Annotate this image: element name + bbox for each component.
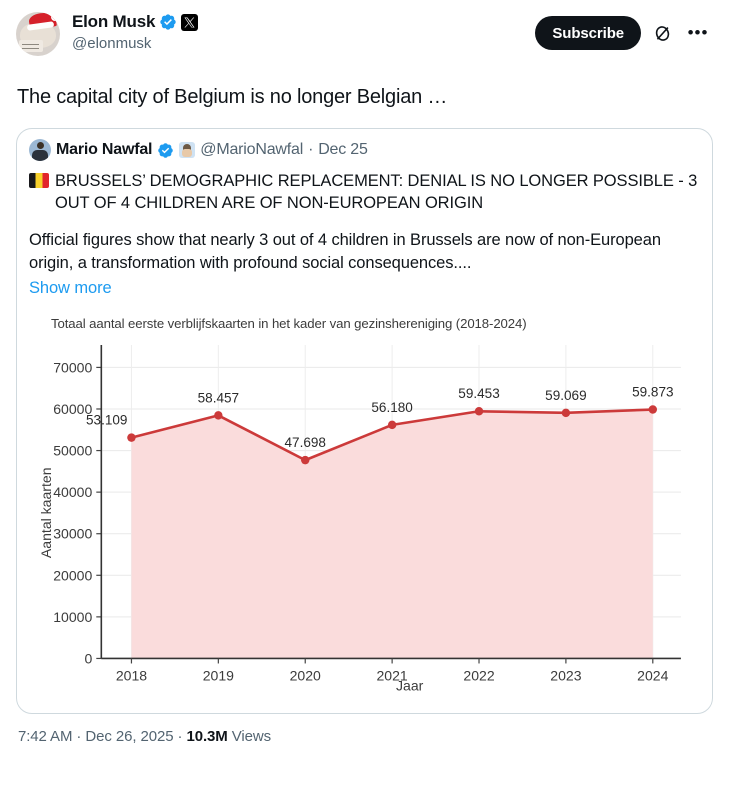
footer-date: Dec 26, 2025 xyxy=(85,727,174,745)
quoted-body-text: Official figures show that nearly 3 out … xyxy=(29,231,661,272)
svg-text:20000: 20000 xyxy=(53,567,92,583)
tweet-text: The capital city of Belgium is no longer… xyxy=(17,86,448,108)
author-nameline: Elon Musk xyxy=(72,11,535,33)
svg-text:40000: 40000 xyxy=(53,484,92,500)
svg-text:59.069: 59.069 xyxy=(545,388,586,403)
belgium-flag-icon xyxy=(29,173,49,188)
quoted-separator: · xyxy=(308,141,314,158)
chart-x-axis: 2018 2019 2020 2021 2022 2023 2024 xyxy=(101,657,681,684)
author-display-name[interactable]: Elon Musk xyxy=(72,12,156,31)
verified-badge-icon xyxy=(158,142,174,158)
svg-text:2022: 2022 xyxy=(463,668,494,684)
chart-area-fill xyxy=(131,409,653,659)
avatar-emoji-badge-icon xyxy=(179,142,196,158)
santa-hat-pom-icon xyxy=(51,13,59,21)
quoted-avatar[interactable] xyxy=(29,139,51,161)
svg-text:2023: 2023 xyxy=(550,668,581,684)
tweet-footer: 7:42 AM · Dec 26, 2025 · 10.3M Views xyxy=(18,728,713,745)
chart-point-labels: 53.109 58.457 47.698 56.180 59.453 59.069 59.8… xyxy=(86,384,674,450)
chart-title: Totaal aantal eerste verblijfskaarten in… xyxy=(51,316,527,331)
author-handle[interactable]: @elonmusk xyxy=(72,35,152,52)
more-options-icon[interactable]: ••• xyxy=(683,18,713,48)
svg-text:2019: 2019 xyxy=(203,668,234,684)
svg-text:50000: 50000 xyxy=(53,443,92,459)
svg-text:53.109: 53.109 xyxy=(86,413,127,428)
quoted-headline: BRUSSELS’ DEMOGRAPHIC REPLACEMENT: DENIA… xyxy=(29,170,700,214)
svg-text:2020: 2020 xyxy=(290,668,321,684)
quoted-avatar-head-shape xyxy=(37,142,44,149)
tweet-header: Elon Musk @elonmusk Subscribe •• xyxy=(16,10,713,68)
chart-y-axis: 0 10000 20000 30000 40000 50000 60000 70000 xyxy=(53,345,103,666)
footer-time: 7:42 AM xyxy=(18,727,73,745)
quoted-headline-text: BRUSSELS’ DEMOGRAPHIC REPLACEMENT: DENIA… xyxy=(55,172,698,212)
quoted-avatar-body-shape xyxy=(32,150,48,161)
quoted-handle: @MarioNawfal xyxy=(200,141,304,158)
quoted-date: Dec 25 xyxy=(318,141,368,158)
svg-text:2021: 2021 xyxy=(376,668,407,684)
subscribe-button[interactable]: Subscribe xyxy=(535,16,641,50)
chart-data-points xyxy=(127,405,658,465)
footer-views-count: 10.3M xyxy=(186,727,228,745)
svg-text:0: 0 xyxy=(84,650,92,666)
quoted-body: Official figures show that nearly 3 out … xyxy=(29,229,700,300)
svg-text:2024: 2024 xyxy=(637,668,668,684)
svg-text:30000: 30000 xyxy=(53,526,92,542)
quoted-tweet-card[interactable]: Mario Nawfal @MarioNawfal · Dec 25 BRUSS… xyxy=(16,128,713,714)
svg-text:58.457: 58.457 xyxy=(198,390,239,405)
quoted-display-name[interactable]: Mario Nawfal xyxy=(56,141,153,158)
avatar[interactable] xyxy=(16,12,60,56)
line-area-chart: 53.109 58.457 47.698 56.180 59.453 59.069 59.8… xyxy=(38,345,681,694)
quoted-tweet-header: Mario Nawfal @MarioNawfal · Dec 25 xyxy=(29,139,700,161)
svg-text:59.453: 59.453 xyxy=(458,386,499,401)
chart-x-axis-label: Jaar xyxy=(396,678,424,694)
svg-text:2018: 2018 xyxy=(116,668,147,684)
chart-container: Totaal aantal eerste verblijfskaarten in… xyxy=(29,316,700,713)
grok-slashed-circle-icon[interactable] xyxy=(647,18,677,48)
show-more-link[interactable]: Show more xyxy=(29,279,112,297)
chart-y-axis-label: Aantal kaarten xyxy=(38,467,54,558)
more-dots: ••• xyxy=(687,23,709,42)
x-badge-icon[interactable] xyxy=(181,13,199,31)
footer-sep-1: · xyxy=(76,727,82,745)
footer-sep-2: · xyxy=(177,727,183,745)
footer-views-label: Views xyxy=(231,727,272,745)
svg-text:59.873: 59.873 xyxy=(632,384,673,399)
avatar-note-shape xyxy=(19,40,43,52)
svg-text:70000: 70000 xyxy=(53,359,92,375)
svg-text:60000: 60000 xyxy=(53,401,92,417)
verified-badge-icon xyxy=(160,14,176,30)
svg-text:10000: 10000 xyxy=(53,609,92,625)
quoted-tweet-inner: Mario Nawfal @MarioNawfal · Dec 25 BRUSS… xyxy=(17,129,712,713)
author-block: Elon Musk @elonmusk xyxy=(72,10,535,54)
header-actions: Subscribe ••• xyxy=(535,16,713,50)
svg-text:47.698: 47.698 xyxy=(285,435,326,450)
svg-text:56.180: 56.180 xyxy=(371,400,412,415)
